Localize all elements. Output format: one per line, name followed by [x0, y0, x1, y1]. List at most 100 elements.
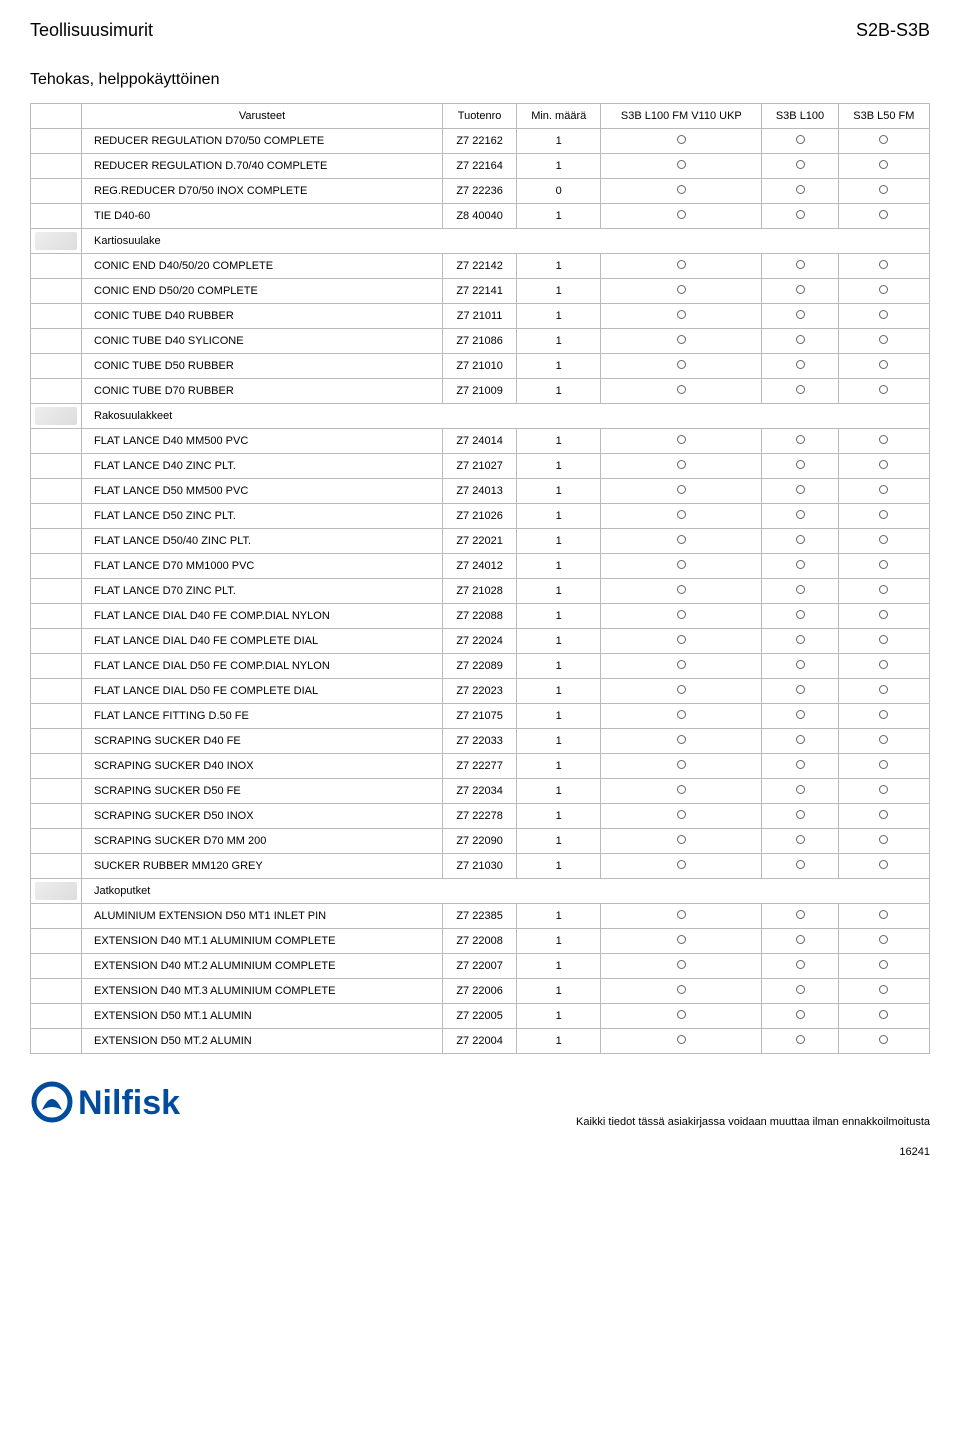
cell-name: EXTENSION D40 MT.3 ALUMINIUM COMPLETE	[82, 979, 443, 1004]
cell-min: 1	[517, 754, 601, 779]
table-group-row: Jatkoputket	[31, 879, 930, 904]
cell-c1	[601, 454, 762, 479]
cell-image	[31, 979, 82, 1004]
cell-min: 1	[517, 854, 601, 879]
group-name: Rakosuulakkeet	[82, 404, 930, 429]
availability-circle-icon	[796, 810, 805, 819]
cell-c3	[838, 654, 929, 679]
availability-circle-icon	[677, 660, 686, 669]
cell-min: 1	[517, 729, 601, 754]
cell-c3	[838, 379, 929, 404]
cell-c1	[601, 1029, 762, 1054]
cell-image	[31, 479, 82, 504]
cell-c1	[601, 279, 762, 304]
availability-circle-icon	[796, 710, 805, 719]
availability-circle-icon	[677, 835, 686, 844]
cell-image	[31, 254, 82, 279]
cell-image	[31, 204, 82, 229]
cell-image	[31, 504, 82, 529]
availability-circle-icon	[796, 160, 805, 169]
cell-c2	[762, 604, 838, 629]
table-row: FLAT LANCE D50 MM500 PVCZ7 240131	[31, 479, 930, 504]
table-row: CONIC END D40/50/20 COMPLETEZ7 221421	[31, 254, 930, 279]
availability-circle-icon	[879, 385, 888, 394]
table-row: EXTENSION D50 MT.1 ALUMINZ7 220051	[31, 1004, 930, 1029]
table-row: EXTENSION D40 MT.3 ALUMINIUM COMPLETEZ7 …	[31, 979, 930, 1004]
availability-circle-icon	[879, 360, 888, 369]
cell-c1	[601, 479, 762, 504]
cell-sku: Z7 22089	[443, 654, 517, 679]
table-row: FLAT LANCE D50/40 ZINC PLT.Z7 220211	[31, 529, 930, 554]
cell-c2	[762, 354, 838, 379]
cell-c1	[601, 504, 762, 529]
availability-circle-icon	[879, 835, 888, 844]
availability-circle-icon	[796, 735, 805, 744]
col-c3: S3B L50 FM	[838, 104, 929, 129]
table-row: ALUMINIUM EXTENSION D50 MT1 INLET PINZ7 …	[31, 904, 930, 929]
cell-sku: Z7 21028	[443, 579, 517, 604]
cell-name: SUCKER RUBBER MM120 GREY	[82, 854, 443, 879]
cell-c3	[838, 454, 929, 479]
availability-circle-icon	[879, 135, 888, 144]
table-row: CONIC TUBE D50 RUBBERZ7 210101	[31, 354, 930, 379]
cell-c1	[601, 904, 762, 929]
availability-circle-icon	[677, 210, 686, 219]
cell-c1	[601, 529, 762, 554]
cell-name: FLAT LANCE D70 MM1000 PVC	[82, 554, 443, 579]
cell-c2	[762, 454, 838, 479]
cell-c1	[601, 179, 762, 204]
cell-c2	[762, 279, 838, 304]
cell-c2	[762, 704, 838, 729]
table-row: CONIC TUBE D40 RUBBERZ7 210111	[31, 304, 930, 329]
cell-sku: Z7 22278	[443, 804, 517, 829]
cell-c1	[601, 679, 762, 704]
availability-circle-icon	[879, 860, 888, 869]
availability-circle-icon	[879, 660, 888, 669]
accessories-table: Varusteet Tuotenro Min. määrä S3B L100 F…	[30, 103, 930, 1054]
availability-circle-icon	[879, 510, 888, 519]
cell-image	[31, 179, 82, 204]
availability-circle-icon	[677, 985, 686, 994]
cell-c2	[762, 1029, 838, 1054]
cell-image	[31, 354, 82, 379]
cell-c1	[601, 704, 762, 729]
cell-c2	[762, 1004, 838, 1029]
col-image	[31, 104, 82, 129]
availability-circle-icon	[796, 560, 805, 569]
cell-name: FLAT LANCE D40 MM500 PVC	[82, 429, 443, 454]
cell-c3	[838, 554, 929, 579]
cell-image	[31, 304, 82, 329]
cell-sku: Z7 21026	[443, 504, 517, 529]
cell-c2	[762, 529, 838, 554]
availability-circle-icon	[796, 135, 805, 144]
cell-name: FLAT LANCE DIAL D40 FE COMP.DIAL NYLON	[82, 604, 443, 629]
cell-sku: Z7 22034	[443, 779, 517, 804]
cell-sku: Z7 21075	[443, 704, 517, 729]
cell-sku: Z7 22006	[443, 979, 517, 1004]
availability-circle-icon	[677, 685, 686, 694]
availability-circle-icon	[796, 185, 805, 194]
table-group-row: Kartiosuulake	[31, 229, 930, 254]
cell-c2	[762, 304, 838, 329]
availability-circle-icon	[796, 1035, 805, 1044]
cell-c3	[838, 729, 929, 754]
cell-min: 1	[517, 1029, 601, 1054]
availability-circle-icon	[796, 685, 805, 694]
cell-min: 1	[517, 979, 601, 1004]
cell-name: FLAT LANCE DIAL D50 FE COMPLETE DIAL	[82, 679, 443, 704]
cell-min: 1	[517, 929, 601, 954]
table-row: SUCKER RUBBER MM120 GREYZ7 210301	[31, 854, 930, 879]
cell-c2	[762, 379, 838, 404]
availability-circle-icon	[677, 810, 686, 819]
cell-c2	[762, 654, 838, 679]
cell-c3	[838, 254, 929, 279]
cell-sku: Z7 22005	[443, 1004, 517, 1029]
availability-circle-icon	[879, 560, 888, 569]
availability-circle-icon	[796, 910, 805, 919]
cell-image	[31, 804, 82, 829]
availability-circle-icon	[796, 535, 805, 544]
availability-circle-icon	[677, 635, 686, 644]
svg-text:Nilfisk: Nilfisk	[78, 1084, 180, 1122]
cell-c1	[601, 729, 762, 754]
availability-circle-icon	[879, 610, 888, 619]
